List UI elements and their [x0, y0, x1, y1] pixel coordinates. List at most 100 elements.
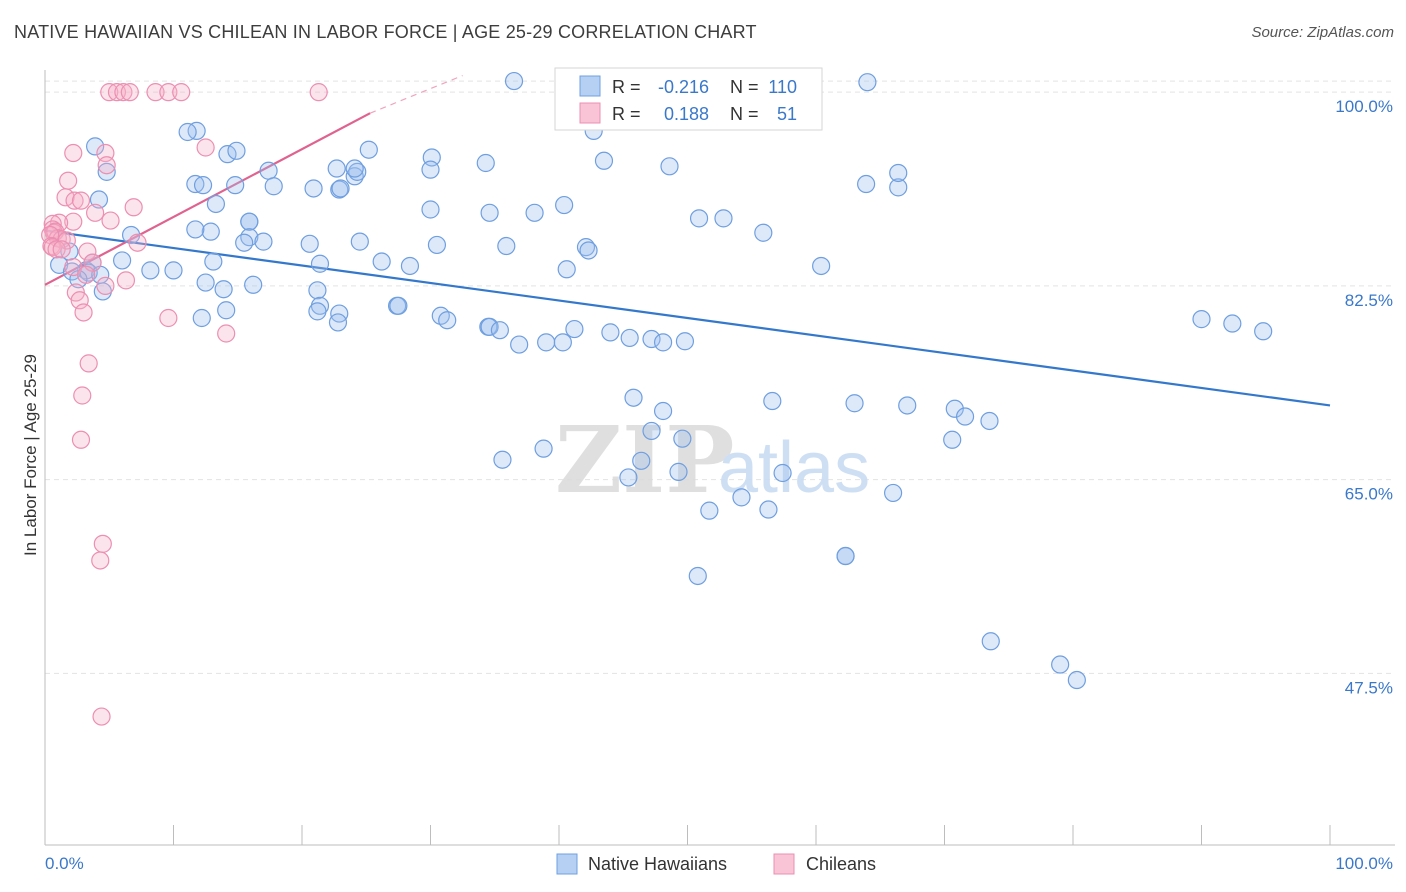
- point-native-hawaiian: [510, 335, 529, 354]
- point-chilean: [101, 211, 120, 230]
- data-points: [41, 71, 1273, 726]
- point-native-hawaiian: [594, 151, 614, 170]
- point-native-hawaiian: [675, 332, 695, 351]
- point-native-hawaiian: [1223, 314, 1242, 333]
- point-native-hawaiian: [97, 162, 116, 181]
- point-native-hawaiian: [883, 483, 903, 503]
- point-chilean: [196, 138, 215, 157]
- trendline-chileans: [44, 112, 371, 286]
- point-native-hawaiian: [525, 203, 544, 222]
- point-native-hawaiian: [763, 391, 782, 411]
- axes: [44, 70, 1395, 846]
- point-native-hawaiian: [164, 261, 183, 280]
- legend-r-label-2: R =: [612, 104, 641, 124]
- x-tick-label-max: 100.0%: [1335, 854, 1393, 873]
- point-chilean: [96, 276, 115, 295]
- point-chilean: [78, 242, 97, 261]
- point-native-hawaiian: [359, 140, 378, 159]
- point-native-hawaiian: [480, 203, 499, 222]
- point-native-hawaiian: [845, 394, 864, 413]
- point-native-hawaiian: [476, 153, 495, 173]
- point-native-hawaiian: [350, 232, 369, 251]
- point-native-hawaiian: [642, 329, 661, 349]
- point-native-hawaiian: [642, 421, 661, 441]
- point-native-hawaiian: [619, 468, 638, 487]
- point-native-hawaiian: [660, 157, 679, 176]
- watermark-zip: ZIP: [555, 406, 734, 514]
- series-legend: Native Hawaiians Chileans: [556, 853, 876, 875]
- x-tick-label-min: 0.0%: [45, 854, 84, 873]
- point-native-hawaiian: [254, 232, 273, 251]
- point-native-hawaiian: [193, 176, 213, 195]
- point-native-hawaiian: [421, 200, 440, 219]
- legend-r-value-chileans: 0.188: [664, 104, 709, 124]
- point-native-hawaiian: [1254, 322, 1273, 341]
- point-native-hawaiian: [308, 302, 327, 321]
- point-native-hawaiian: [327, 159, 346, 178]
- legend-swatch-chileans: [579, 102, 601, 124]
- stats-legend: R = -0.216 N = 110 R = 0.188 N = 51: [554, 67, 823, 131]
- legend-n-value-chileans: 51: [777, 104, 797, 124]
- point-native-hawaiian: [300, 234, 319, 253]
- point-native-hawaiian: [493, 450, 512, 469]
- point-chilean: [47, 240, 66, 259]
- point-native-hawaiian: [206, 194, 226, 214]
- point-native-hawaiian: [579, 241, 598, 260]
- point-native-hawaiian: [186, 220, 205, 239]
- trendline-chileans-extension: [369, 74, 463, 114]
- y-tick-label: 47.5%: [1345, 678, 1393, 697]
- point-native-hawaiian: [565, 319, 584, 339]
- point-native-hawaiian: [653, 333, 673, 352]
- point-chilean: [93, 534, 112, 553]
- point-native-hawaiian: [669, 462, 688, 481]
- point-native-hawaiian: [427, 235, 447, 255]
- series-legend-label-chileans: Chileans: [806, 854, 876, 874]
- point-native-hawaiian: [1067, 670, 1086, 690]
- point-native-hawaiian: [858, 73, 877, 92]
- point-chilean: [71, 430, 91, 449]
- point-native-hawaiian: [141, 261, 160, 280]
- point-chilean: [128, 233, 147, 252]
- legend-swatch-native-hawaiians: [579, 75, 601, 97]
- tick-labels: 47.5% 65.0% 82.5% 100.0% 0.0% 100.0%: [45, 97, 1393, 873]
- point-native-hawaiian: [86, 137, 105, 156]
- point-chilean: [92, 707, 111, 726]
- point-native-hawaiian: [889, 178, 908, 197]
- point-native-hawaiian: [112, 251, 132, 270]
- point-native-hawaiian: [421, 160, 440, 179]
- point-native-hawaiian: [310, 254, 330, 273]
- trendlines: [44, 74, 1331, 407]
- point-chilean: [64, 212, 83, 231]
- point-native-hawaiian: [201, 222, 220, 241]
- point-native-hawaiian: [480, 317, 499, 336]
- legend-n-label-1: N =: [730, 77, 759, 97]
- point-native-hawaiian: [227, 141, 246, 160]
- point-chilean: [124, 198, 143, 217]
- point-chilean: [159, 308, 178, 328]
- point-native-hawaiian: [836, 546, 855, 566]
- point-native-hawaiian: [214, 280, 233, 299]
- point-native-hawaiian: [624, 388, 643, 407]
- point-native-hawaiian: [196, 273, 215, 292]
- point-native-hawaiian: [497, 236, 516, 256]
- point-native-hawaiian: [328, 313, 348, 332]
- point-native-hawaiian: [348, 162, 367, 181]
- point-chilean: [65, 191, 84, 210]
- point-native-hawaiian: [754, 223, 773, 242]
- watermark: ZIP atlas: [555, 406, 870, 514]
- point-chilean: [74, 303, 93, 322]
- point-chilean: [71, 191, 91, 210]
- point-native-hawaiian: [217, 301, 236, 320]
- point-chilean: [91, 551, 110, 570]
- point-native-hawaiian: [981, 632, 1000, 651]
- point-native-hawaiian: [331, 179, 350, 198]
- point-native-hawaiian: [534, 439, 553, 458]
- point-chilean: [120, 83, 139, 102]
- point-native-hawaiian: [537, 333, 556, 352]
- point-native-hawaiian: [1192, 310, 1211, 329]
- point-chilean: [172, 83, 191, 102]
- point-native-hawaiian: [192, 308, 211, 328]
- point-chilean: [97, 156, 116, 175]
- point-native-hawaiian: [601, 323, 620, 342]
